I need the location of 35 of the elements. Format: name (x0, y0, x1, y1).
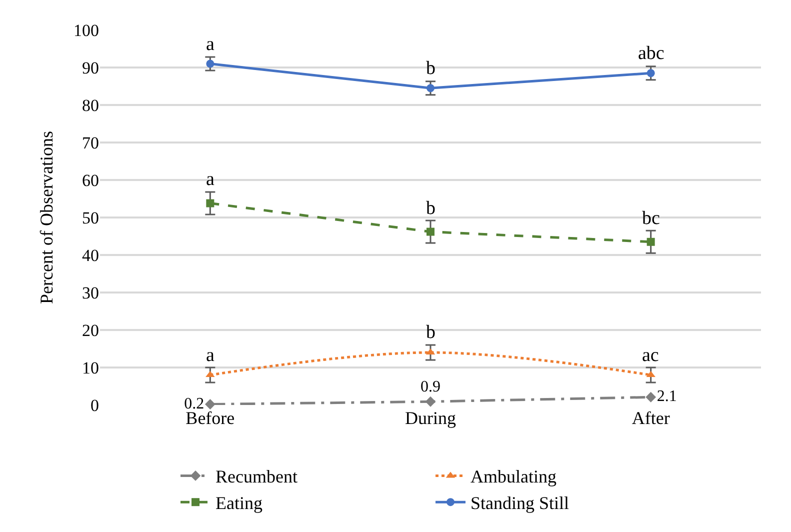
point (204, 399, 216, 410)
y-tick-label: 60 (82, 170, 99, 190)
y-tick-label: 50 (82, 208, 99, 228)
annotation: bc (642, 208, 660, 229)
y-tick-label: 10 (82, 358, 99, 378)
data-label: 2.1 (656, 388, 677, 406)
annotation: b (426, 198, 436, 219)
y-tick-label: 90 (82, 58, 99, 78)
point (646, 392, 656, 402)
annotation: abc (638, 43, 664, 64)
annotation: a (206, 345, 215, 366)
legend-label: Ambulating (470, 466, 556, 487)
y-tick-label: 70 (82, 133, 99, 152)
y-tick-label: 100 (74, 20, 99, 40)
legend-label: Standing Still (470, 493, 570, 514)
point (426, 228, 434, 236)
y-tick-label: 20 (82, 320, 99, 340)
legend-label: Eating (216, 493, 262, 514)
x-tick-label: After (632, 408, 670, 428)
point (646, 238, 655, 246)
point (425, 396, 436, 407)
data-label: 0.9 (420, 378, 440, 396)
y-tick-label: 30 (82, 283, 99, 302)
y-axis-title: Percent of Observations (36, 131, 57, 304)
annotation: b (426, 322, 436, 343)
y-tick-label: 0 (90, 396, 99, 415)
x-tick-label: During (405, 408, 456, 428)
legend-label: Recumbent (216, 466, 298, 487)
annotation: a (206, 34, 215, 55)
y-tick-label: 40 (82, 246, 99, 265)
y-tick-label: 80 (82, 96, 99, 115)
annotation: ac (642, 345, 659, 366)
annotation: b (426, 58, 436, 79)
annotation: a (206, 169, 215, 190)
point (206, 199, 214, 208)
